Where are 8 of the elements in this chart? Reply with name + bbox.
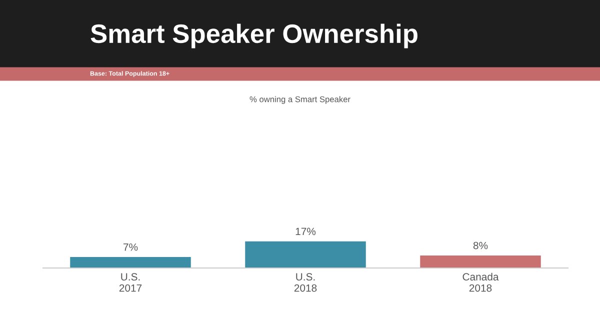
data-label: 7% — [124, 243, 138, 251]
x-tick-label: U.S. 2018 — [294, 273, 317, 292]
x-tick-label: U.S. 2017 — [119, 273, 142, 292]
data-label: 8% — [473, 242, 488, 250]
data-label: 17% — [296, 228, 316, 236]
chart-title: Smart Speaker Ownership — [90, 24, 418, 48]
x-tick-label: Canada 2018 — [462, 272, 499, 292]
text: % owning a Smart Speaker — [250, 96, 350, 104]
